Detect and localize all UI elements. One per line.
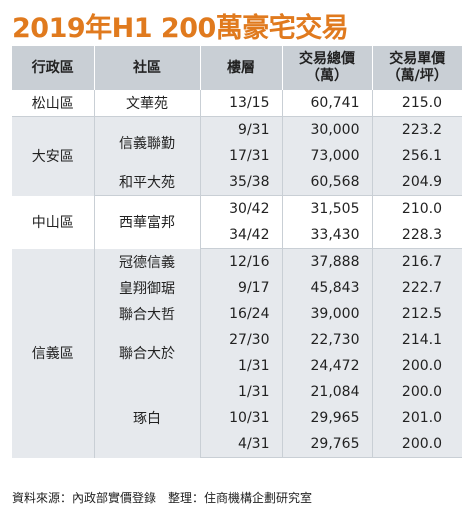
table-row: 10/31 29,965 201.0 [12,405,462,431]
unit-price-cell: 214.1 [372,327,462,353]
floor-cell: 30/42 [200,195,283,222]
table-row: 34/42 33,430 228.3 [12,222,462,249]
community-cell: 皇翔御琚 [94,275,201,301]
community-cell: 和平大苑 [94,169,201,196]
header-unit-price-line1: 交易單價 [389,51,446,67]
community-cell: 聯合大哲 [94,301,201,327]
floor-cell: 9/17 [200,275,283,301]
page-title: 2019年H1 200萬豪宅交易 [12,13,349,44]
header-district: 行政區 [12,46,95,90]
community-cell: 琢白 [94,379,201,458]
transactions-table-container: 行政區 社區 樓層 交易總價 （萬） 交易單價 （萬/坪） 松山區 文華苑 13/1… [12,46,462,484]
floor-cell: 34/42 [200,222,283,249]
floor-cell: 17/31 [200,143,283,169]
total-price-cell: 21,084 [282,379,373,405]
unit-price-cell: 223.2 [372,116,462,143]
unit-price-cell: 222.7 [372,275,462,301]
total-price-cell: 33,430 [282,222,373,249]
source-footer: 資料來源：內政部實價登錄 整理：住商機構企劃研究室 [12,491,313,505]
header-community: 社區 [94,46,201,90]
floor-cell: 35/38 [200,169,283,196]
community-cell: 聯合大於 [94,327,201,379]
community-cell: 信義聯勤 [94,116,201,169]
header-total-price: 交易總價 （萬） [282,46,373,90]
floor-cell: 16/24 [200,301,283,327]
total-price-cell: 37,888 [282,248,373,275]
unit-price-cell: 200.0 [372,379,462,405]
district-cell: 大安區 [12,116,95,196]
unit-price-cell: 228.3 [372,222,462,249]
total-price-cell: 31,505 [282,195,373,222]
table-body: 松山區 文華苑 13/15 60,741 215.0 大安區 信義聯勤 9/31 30,000 2… [12,90,462,458]
header-total-price-line2: （萬） [306,68,348,84]
total-price-cell: 73,000 [282,143,373,169]
table-row: 中山區 西華富邦 30/42 31,505 210.0 [12,195,462,249]
unit-price-cell: 216.7 [372,248,462,275]
table-row: 琢白 1/31 21,084 200.0 [12,379,462,458]
floor-cell: 1/31 [200,379,283,405]
district-cell: 中山區 [12,195,95,249]
unit-price-cell: 204.9 [372,169,462,196]
floor-cell: 1/31 [200,353,283,379]
header-unit-price-line2: （萬/坪） [386,68,448,84]
total-price-cell: 24,472 [282,353,373,379]
unit-price-cell: 200.0 [372,353,462,379]
floor-cell: 27/30 [200,327,283,353]
table-row: 皇翔御琚 9/17 45,843 222.7 [12,275,462,301]
district-cell: 松山區 [12,90,95,117]
transactions-table: 行政區 社區 樓層 交易總價 （萬） 交易單價 （萬/坪） 松山區 文華苑 13/1… [12,46,462,458]
district-cell: 信義區 [12,248,95,458]
table-row: 17/31 73,000 256.1 [12,143,462,169]
unit-price-cell: 212.5 [372,301,462,327]
header-floor: 樓層 [200,46,283,90]
community-cell: 冠德信義 [94,248,201,275]
unit-price-cell: 256.1 [372,143,462,169]
floor-cell: 10/31 [200,405,283,431]
total-price-cell: 60,741 [282,90,373,117]
table-row: 松山區 文華苑 13/15 60,741 215.0 [12,90,462,117]
table-row: 大安區 信義聯勤 9/31 30,000 223.2 [12,116,462,196]
community-cell: 文華苑 [94,90,201,117]
total-price-cell: 45,843 [282,275,373,301]
table-row: 聯合大於 27/30 22,730 214.1 [12,327,462,379]
total-price-cell: 39,000 [282,301,373,327]
unit-price-cell: 210.0 [372,195,462,222]
community-cell: 西華富邦 [94,195,201,249]
table-row: 1/31 24,472 200.0 [12,353,462,379]
total-price-cell: 29,965 [282,405,373,431]
total-price-cell: 30,000 [282,116,373,143]
table-row: 信義區 冠德信義 12/16 37,888 216.7 [12,248,462,458]
table-row: 和平大苑 35/38 60,568 204.9 [12,169,462,196]
unit-price-cell: 201.0 [372,405,462,431]
total-price-cell: 29,765 [282,431,373,458]
floor-cell: 4/31 [200,431,283,458]
unit-price-cell: 215.0 [372,90,462,117]
header-unit-price: 交易單價 （萬/坪） [372,46,462,90]
floor-cell: 13/15 [200,90,283,117]
table-row: 4/31 29,765 200.0 [12,431,462,458]
table-header-row: 行政區 社區 樓層 交易總價 （萬） 交易單價 （萬/坪） [12,46,462,90]
floor-cell: 9/31 [200,116,283,143]
unit-price-cell: 200.0 [372,431,462,458]
total-price-cell: 60,568 [282,169,373,196]
header-total-price-line1: 交易總價 [299,51,355,67]
total-price-cell: 22,730 [282,327,373,353]
table-row: 聯合大哲 16/24 39,000 212.5 [12,301,462,327]
floor-cell: 12/16 [200,248,283,275]
